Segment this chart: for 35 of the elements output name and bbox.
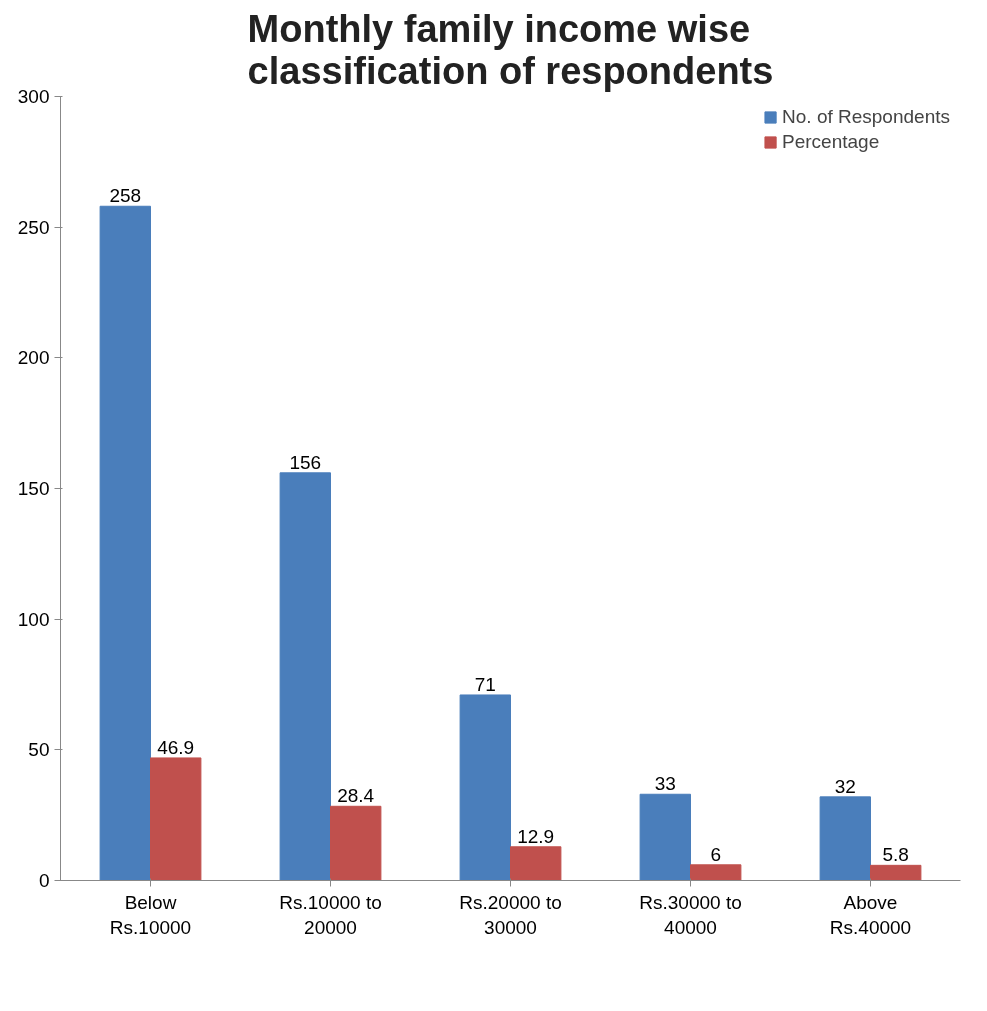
data-label: 28.4: [337, 785, 375, 807]
y-tick-label: 100: [17, 608, 50, 630]
bar: [690, 864, 742, 881]
bar: [330, 805, 382, 881]
data-label: 46.9: [157, 736, 195, 758]
y-tick-label: 50: [28, 739, 50, 761]
y-tick-label: 200: [17, 347, 50, 369]
legend-label: No. of Respondents: [782, 106, 950, 128]
bar: [99, 205, 151, 881]
data-label: 33: [654, 773, 676, 795]
data-label: 258: [109, 185, 142, 207]
data-label: 156: [289, 451, 322, 473]
legend-label: Percentage: [782, 131, 880, 153]
y-tick-label: 250: [17, 216, 50, 238]
bar: [870, 864, 922, 881]
bar: [150, 757, 202, 881]
y-tick-label: 150: [17, 478, 50, 499]
x-tick-label: Rs.30000 to 40000: [639, 891, 742, 938]
bar: [279, 472, 331, 881]
bar: [510, 846, 562, 881]
x-tick-label: Above Rs.40000: [829, 891, 912, 938]
data-label: 12.9: [517, 825, 555, 847]
bar: [819, 796, 871, 881]
y-tick-label: 300: [17, 86, 50, 107]
x-tick-label: Rs.20000 to 30000: [459, 891, 562, 938]
data-label: 5.8: [882, 844, 909, 866]
bar: [639, 793, 691, 881]
bar: [459, 694, 511, 881]
y-tick-label: 0: [38, 870, 50, 891]
chart-title: Monthly family income wise classification of respondents: [247, 7, 774, 92]
x-tick-label: Rs.10000 to 20000: [279, 891, 382, 938]
data-label: 71: [474, 673, 496, 695]
data-label: 6: [710, 843, 721, 865]
data-label: 32: [834, 775, 856, 797]
x-tick-label: Below Rs.10000: [109, 891, 192, 938]
